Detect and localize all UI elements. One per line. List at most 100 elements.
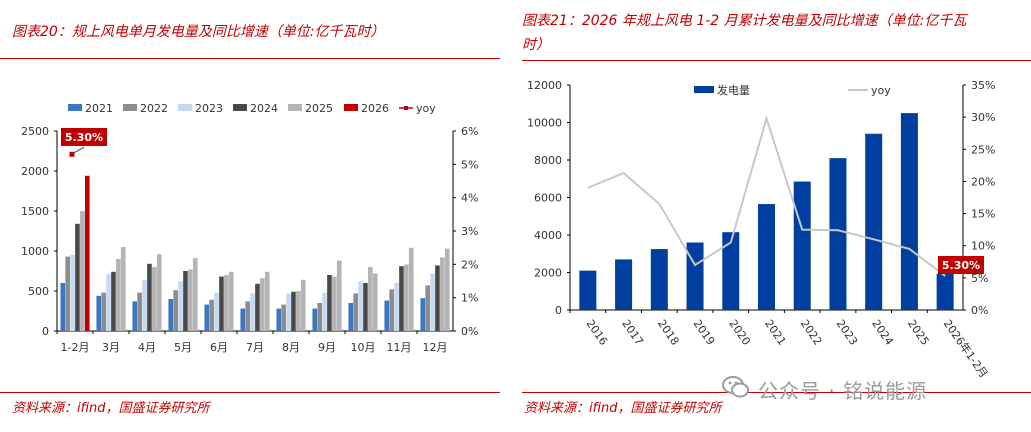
left-x-tick-label: 10月	[351, 341, 376, 354]
right-yoy-line	[587, 114, 946, 277]
left-bar-2025-5	[260, 278, 265, 331]
right-y-tick-label: 6000	[534, 192, 562, 205]
left-bar-2025-3	[188, 269, 193, 331]
left-legend-swatch-2024	[233, 104, 247, 111]
right-bar-2025	[900, 113, 918, 310]
left-legend-label-2024: 2024	[250, 102, 278, 115]
left-y2-tick-label: 0%	[461, 325, 478, 338]
left-y2-tick-label: 3%	[461, 225, 478, 238]
left-x-tick-label: 5月	[174, 341, 192, 354]
right-x-tick-label: 2023	[833, 317, 860, 347]
right-x-tick-label: 2021	[762, 317, 789, 347]
left-x-tick-label: 9月	[318, 341, 336, 354]
left-bar-2024-0	[75, 223, 80, 331]
left-legend-swatch-2026	[344, 104, 358, 111]
left-y-tick-label: 1500	[21, 205, 49, 218]
left-bar-2021-7	[312, 308, 318, 331]
right-bottom-rule	[522, 392, 1031, 393]
right-x-tick-label: 2024	[869, 317, 896, 347]
left-bar-2026-3	[192, 258, 198, 331]
left-legend-label-2023: 2023	[195, 102, 223, 115]
right-panel-title-line2: 时）	[522, 37, 550, 53]
left-yoy-marker	[69, 151, 75, 157]
left-bar-2026-0	[84, 175, 90, 331]
right-title-rule	[522, 60, 1031, 61]
right-y-tick-label: 0	[555, 304, 562, 317]
left-bar-2021-0	[60, 283, 66, 331]
right-y2-tick-label: 30%	[971, 111, 995, 124]
left-bar-2023-8	[358, 281, 363, 331]
right-y-tick-label: 4000	[534, 229, 562, 242]
left-bar-2023-0	[70, 255, 75, 331]
left-x-tick-label: 12月	[423, 341, 448, 354]
left-bar-2023-5	[250, 293, 255, 331]
left-bar-2022-5	[245, 301, 250, 331]
right-x-tick-label: 2025	[905, 317, 932, 347]
left-x-tick-label: 3月	[102, 341, 120, 354]
left-legend-swatch-2023	[178, 104, 192, 111]
left-x-tick-label: 7月	[246, 341, 264, 354]
right-y2-tick-label: 10%	[971, 240, 995, 253]
right-y-tick-label: 2000	[534, 267, 562, 280]
left-bar-2024-10	[435, 265, 440, 331]
right-y2-tick-label: 20%	[971, 175, 995, 188]
left-bar-2026-2	[156, 254, 162, 331]
left-y2-tick-label: 1%	[461, 292, 478, 305]
left-bar-2022-1	[101, 292, 106, 331]
right-bar-2022	[793, 181, 811, 310]
left-bar-2021-2	[132, 301, 138, 331]
left-bar-2022-3	[173, 290, 178, 331]
left-bar-2025-4	[224, 275, 229, 331]
right-y2-tick-label: 15%	[971, 208, 995, 221]
right-bar-2023	[829, 158, 847, 310]
right-yoy-label-box	[938, 256, 984, 274]
left-bar-2026-4	[228, 271, 234, 331]
left-bar-2025-6	[296, 291, 301, 331]
right-source-note: 资料来源：ifind，国盛证券研究所	[524, 401, 722, 416]
right-x-tick-label: 2016	[583, 317, 610, 347]
left-y-tick-label: 1000	[21, 245, 49, 258]
left-chart: 0 500 1000 1500 2000 2500 0% 1% 2% 3% 4% 5% 6% 1-2月 3月…	[21, 102, 478, 354]
left-bar-2025-10	[440, 257, 445, 331]
left-bar-2022-8	[353, 293, 358, 331]
right-y-tick-label: 10000	[527, 117, 562, 130]
left-y2-tick-label: 6%	[461, 125, 478, 138]
left-legend-label-2026: 2026	[361, 102, 389, 115]
left-panel-title: 图表20：规上风电单月发电量及同比增速（单位:亿千瓦时）	[12, 24, 385, 40]
left-y-tick-label: 500	[28, 285, 49, 298]
left-bar-2022-7	[317, 303, 322, 331]
left-legend-marker-yoy	[404, 106, 408, 110]
right-yoy-label: 5.30%	[942, 259, 980, 272]
left-bar-2022-0	[65, 256, 70, 331]
left-bar-2021-1	[96, 295, 102, 331]
left-bar-2024-4	[219, 276, 224, 331]
left-bar-2021-8	[348, 303, 354, 331]
right-legend-swatch-bars	[694, 86, 714, 93]
right-x-tick-label: 2020	[726, 317, 753, 347]
left-legend-label-2021: 2021	[85, 102, 113, 115]
left-title-rule	[0, 58, 500, 59]
left-yoy-label-box	[61, 128, 107, 146]
right-y2-tick-label: 0%	[971, 304, 988, 317]
left-bar-2026-8	[372, 273, 378, 331]
right-x-tick-label: 2019	[691, 317, 718, 347]
left-x-tick-label: 4月	[138, 341, 156, 354]
right-bar-2021	[758, 204, 775, 310]
left-y2-tick-label: 2%	[461, 258, 478, 271]
left-bar-2023-1	[106, 274, 111, 331]
left-bar-2022-2	[137, 292, 142, 331]
left-bar-2026-10	[444, 248, 450, 331]
left-bar-2023-3	[178, 281, 183, 331]
left-bar-2026-6	[300, 279, 306, 331]
left-bar-2021-3	[168, 299, 174, 331]
right-x-tick-label: 2026年1-2月	[941, 317, 991, 381]
right-bar-2017	[615, 259, 633, 310]
left-bar-2025-7	[332, 276, 337, 331]
left-y2-tick-label: 5%	[461, 158, 478, 171]
left-y-tick-label: 0	[42, 325, 49, 338]
left-x-tick-label: 11月	[387, 341, 412, 354]
left-bar-2024-9	[399, 266, 404, 331]
left-bar-2026-7	[336, 260, 342, 331]
left-bar-2023-10	[430, 273, 435, 331]
left-legend-swatch-2022	[123, 104, 137, 111]
